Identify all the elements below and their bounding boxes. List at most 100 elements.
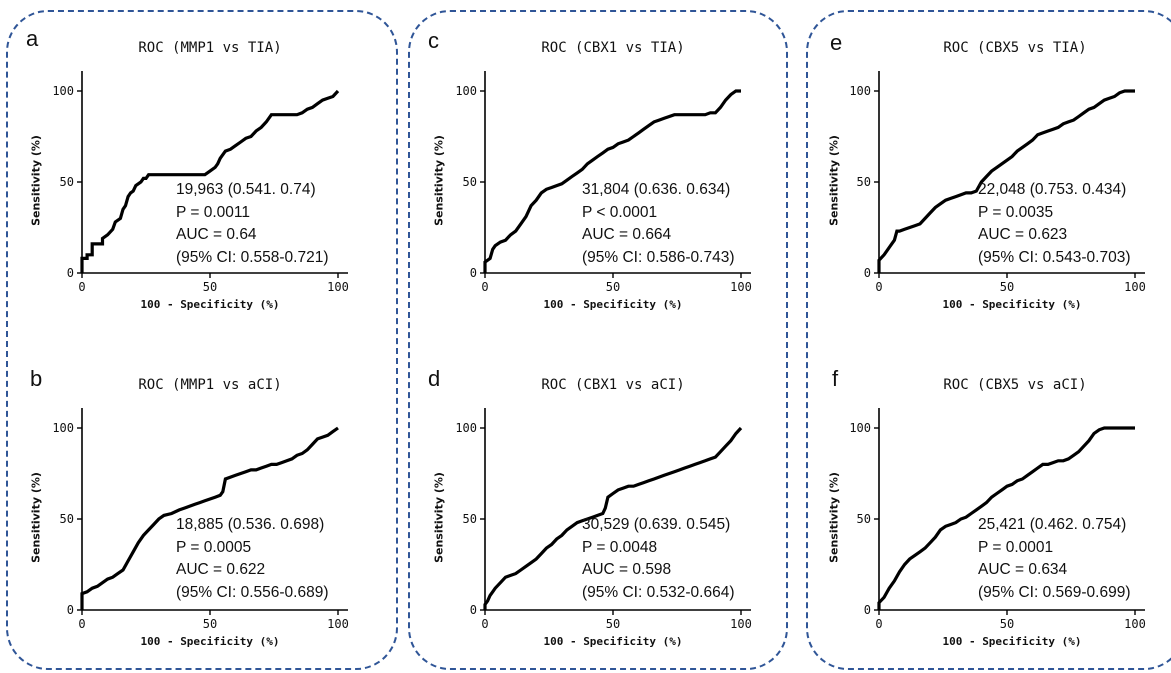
y-tick-label: 0 bbox=[864, 603, 871, 617]
panel-letter: a bbox=[26, 26, 39, 51]
y-tick-label: 50 bbox=[60, 512, 74, 526]
y-tick-label: 100 bbox=[849, 421, 871, 435]
y-tick-label: 100 bbox=[849, 84, 871, 98]
roc-curve bbox=[877, 89, 1135, 273]
x-tick-label: 50 bbox=[1000, 280, 1014, 294]
roc-curve bbox=[80, 89, 340, 273]
x-tick-label: 0 bbox=[481, 617, 488, 631]
y-tick-label: 100 bbox=[455, 84, 477, 98]
stats-annotation: 31,804 (0.636. 0.634) P < 0.0001 AUC = 0… bbox=[582, 179, 735, 269]
ci-text: (95% CI: 0.558-0.721) bbox=[176, 248, 329, 266]
x-tick-label: 100 bbox=[730, 280, 752, 294]
p-value-text: P = 0.0035 bbox=[978, 203, 1054, 221]
panel-letter: d bbox=[428, 366, 441, 391]
y-tick-label: 0 bbox=[470, 266, 477, 280]
chart-title: ROC (CBX5 vs TIA) bbox=[943, 40, 1087, 56]
panel-letter: c bbox=[428, 28, 439, 53]
x-tick-label: 50 bbox=[606, 280, 620, 294]
panel-frame-column-3 bbox=[806, 10, 1171, 670]
x-tick-label: 0 bbox=[875, 617, 882, 631]
stats-annotation: 18,885 (0.536. 0.698) P = 0.0005 AUC = 0… bbox=[176, 514, 329, 604]
cutoff-text: 25,421 (0.462. 0.754) bbox=[978, 516, 1127, 533]
roc-curve bbox=[877, 426, 1135, 610]
ci-text: (95% CI: 0.543-0.703) bbox=[978, 248, 1131, 266]
auc-text: AUC = 0.664 bbox=[582, 226, 672, 243]
y-tick-label: 100 bbox=[52, 421, 74, 435]
x-tick-label: 100 bbox=[1124, 617, 1146, 631]
y-axis-label: Sensitivity (%) bbox=[827, 472, 841, 563]
roc-curve bbox=[483, 426, 743, 610]
y-tick-label: 100 bbox=[455, 421, 477, 435]
panel-letter: f bbox=[832, 366, 839, 391]
stats-annotation: 19,963 (0.541. 0.74) P = 0.0011 AUC = 0.… bbox=[176, 179, 329, 269]
y-tick-label: 0 bbox=[864, 266, 871, 280]
x-tick-label: 100 bbox=[327, 280, 349, 294]
y-tick-label: 100 bbox=[52, 84, 74, 98]
stats-annotation: 30,529 (0.639. 0.545) P = 0.0048 AUC = 0… bbox=[582, 514, 735, 604]
y-tick-label: 0 bbox=[67, 603, 74, 617]
panel-frame-column-2 bbox=[408, 10, 788, 670]
x-axis-label: 100 - Specificity (%) bbox=[543, 298, 683, 311]
cutoff-text: 18,885 (0.536. 0.698) bbox=[176, 516, 325, 533]
chart-title: ROC (CBX1 vs TIA) bbox=[541, 40, 685, 56]
p-value-text: P = 0.0011 bbox=[176, 203, 250, 221]
chart-title: ROC (MMP1 vs TIA) bbox=[138, 40, 282, 56]
ci-text: (95% CI: 0.556-0.689) bbox=[176, 583, 329, 601]
p-value-text: P = 0.0048 bbox=[582, 538, 658, 556]
x-tick-label: 50 bbox=[1000, 617, 1014, 631]
cutoff-text: 31,804 (0.636. 0.634) bbox=[582, 181, 731, 198]
x-tick-label: 0 bbox=[78, 617, 85, 631]
y-tick-label: 0 bbox=[67, 266, 74, 280]
chart-title: ROC (CBX5 vs aCI) bbox=[943, 377, 1087, 393]
cutoff-text: 19,963 (0.541. 0.74) bbox=[176, 181, 316, 198]
ci-text: (95% CI: 0.532-0.664) bbox=[582, 583, 735, 601]
x-axis-label: 100 - Specificity (%) bbox=[942, 635, 1082, 648]
auc-text: AUC = 0.623 bbox=[978, 226, 1068, 243]
panel-letter: e bbox=[830, 30, 843, 55]
x-tick-label: 100 bbox=[327, 617, 349, 631]
panel-letter: b bbox=[30, 366, 43, 391]
p-value-text: P = 0.0001 bbox=[978, 538, 1054, 556]
y-tick-label: 50 bbox=[857, 512, 871, 526]
roc-curve bbox=[483, 89, 741, 273]
x-tick-label: 0 bbox=[875, 280, 882, 294]
x-axis-label: 100 - Specificity (%) bbox=[942, 298, 1082, 311]
cutoff-text: 30,529 (0.639. 0.545) bbox=[582, 516, 731, 533]
p-value-text: P < 0.0001 bbox=[582, 203, 658, 221]
y-tick-label: 0 bbox=[470, 603, 477, 617]
roc-curve bbox=[80, 426, 339, 610]
ci-text: (95% CI: 0.569-0.699) bbox=[978, 583, 1131, 601]
y-tick-label: 50 bbox=[463, 512, 477, 526]
y-tick-label: 50 bbox=[60, 175, 74, 189]
x-tick-label: 0 bbox=[481, 280, 488, 294]
panel-frame-column-1 bbox=[6, 10, 398, 670]
chart-title: ROC (MMP1 vs aCI) bbox=[138, 377, 282, 393]
y-tick-label: 50 bbox=[857, 175, 871, 189]
x-tick-label: 100 bbox=[1124, 280, 1146, 294]
x-axis-label: 100 - Specificity (%) bbox=[140, 298, 280, 311]
auc-text: AUC = 0.64 bbox=[176, 226, 257, 243]
auc-text: AUC = 0.598 bbox=[582, 561, 672, 578]
p-value-text: P = 0.0005 bbox=[176, 538, 252, 556]
auc-text: AUC = 0.634 bbox=[978, 561, 1068, 578]
stats-annotation: 22,048 (0.753. 0.434) P = 0.0035 AUC = 0… bbox=[978, 179, 1131, 269]
x-tick-label: 50 bbox=[606, 617, 620, 631]
x-axis-label: 100 - Specificity (%) bbox=[140, 635, 280, 648]
auc-text: AUC = 0.622 bbox=[176, 561, 266, 578]
cutoff-text: 22,048 (0.753. 0.434) bbox=[978, 181, 1127, 198]
x-tick-label: 100 bbox=[730, 617, 752, 631]
x-axis-label: 100 - Specificity (%) bbox=[543, 635, 683, 648]
x-tick-label: 0 bbox=[78, 280, 85, 294]
